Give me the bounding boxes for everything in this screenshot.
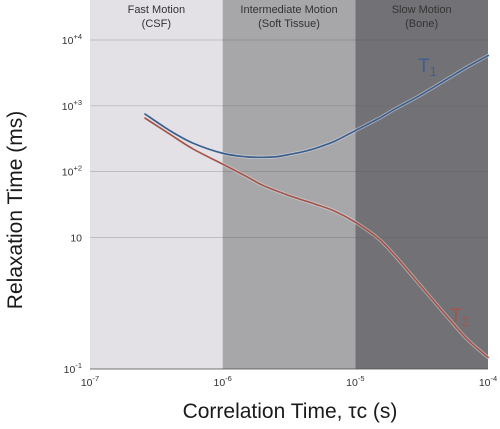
region-band-0 xyxy=(90,0,223,369)
curves xyxy=(143,53,490,360)
y-tick-label-1: 10 xyxy=(70,232,82,244)
motion-regions: Fast Motion (CSF) Intermediate Motion (Soft… xyxy=(90,0,488,369)
x-tick-labels: 10-7 10-6 10-5 10-4 xyxy=(81,374,497,389)
region-label-0: Fast Motion xyxy=(128,4,185,16)
region-sublabel-1: (Soft Tissue) xyxy=(258,18,320,30)
x-axis-title: Correlation Time, τc (s) xyxy=(183,400,398,423)
y-tick-label-4: 10+4 xyxy=(62,32,82,47)
curve-labels: T1 T2 xyxy=(418,56,469,329)
x-tick-label-2: 10-5 xyxy=(346,374,364,389)
region-sublabel-2: (Bone) xyxy=(405,18,438,30)
x-tick-label-3: 10-4 xyxy=(479,374,497,389)
curve-label-T2: T2 xyxy=(450,306,469,329)
region-band-1 xyxy=(222,0,356,369)
y-tick-label-0: 10-1 xyxy=(64,361,82,376)
y-tick-labels: 10-1 10 10+2 10+3 10+4 xyxy=(62,32,82,376)
series-line-T2 xyxy=(144,117,489,359)
curve-label-T1: T1 xyxy=(418,56,437,79)
region-band-2 xyxy=(355,0,488,369)
region-label-1: Intermediate Motion xyxy=(240,4,337,16)
x-tick-label-1: 10-6 xyxy=(213,374,231,389)
grid-lines xyxy=(90,39,488,370)
y-axis-title: Relaxation Time (ms) xyxy=(4,111,27,309)
series-line-T1 xyxy=(144,54,489,159)
region-label-2: Slow Motion xyxy=(392,4,452,16)
y-tick-label-2: 10+2 xyxy=(62,164,82,179)
y-tick-label-3: 10+3 xyxy=(62,98,82,113)
x-tick-label-0: 10-7 xyxy=(81,374,99,389)
region-sublabel-0: (CSF) xyxy=(142,18,171,30)
